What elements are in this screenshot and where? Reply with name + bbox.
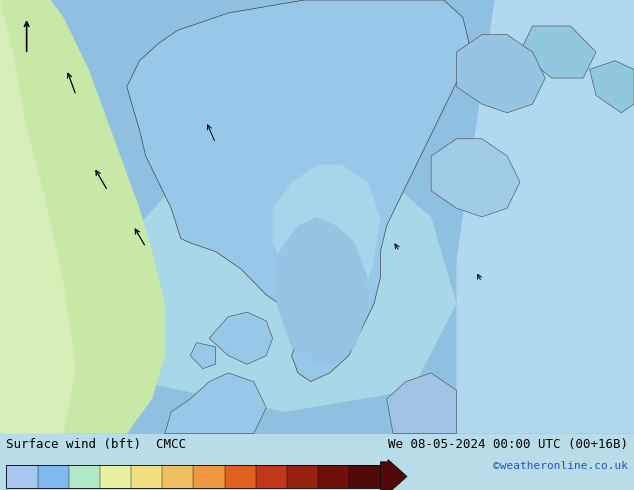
Text: We 08-05-2024 00:00 UTC (00+16B): We 08-05-2024 00:00 UTC (00+16B) xyxy=(387,438,628,451)
Bar xyxy=(224,465,256,488)
Bar xyxy=(100,465,131,488)
Polygon shape xyxy=(190,343,216,368)
Polygon shape xyxy=(387,373,456,434)
Polygon shape xyxy=(456,35,545,113)
Bar xyxy=(37,465,68,488)
Bar xyxy=(6,465,380,488)
Polygon shape xyxy=(590,61,634,113)
Bar xyxy=(318,465,349,488)
Polygon shape xyxy=(114,152,456,412)
Polygon shape xyxy=(0,0,76,434)
Bar xyxy=(68,465,100,488)
Polygon shape xyxy=(520,26,596,78)
Bar xyxy=(162,465,193,488)
Polygon shape xyxy=(209,312,273,364)
FancyArrow shape xyxy=(380,460,407,490)
Polygon shape xyxy=(456,0,634,434)
Polygon shape xyxy=(127,0,469,382)
Text: Surface wind (bft)  CMCC: Surface wind (bft) CMCC xyxy=(6,438,186,451)
Polygon shape xyxy=(0,0,165,434)
Bar xyxy=(6,465,37,488)
Polygon shape xyxy=(165,373,266,434)
Bar xyxy=(349,465,380,488)
Bar xyxy=(287,465,318,488)
Polygon shape xyxy=(431,139,520,217)
Polygon shape xyxy=(273,165,380,338)
Bar xyxy=(131,465,162,488)
Bar xyxy=(256,465,287,488)
Bar xyxy=(193,465,224,488)
Text: ©weatheronline.co.uk: ©weatheronline.co.uk xyxy=(493,461,628,471)
Polygon shape xyxy=(273,217,368,364)
